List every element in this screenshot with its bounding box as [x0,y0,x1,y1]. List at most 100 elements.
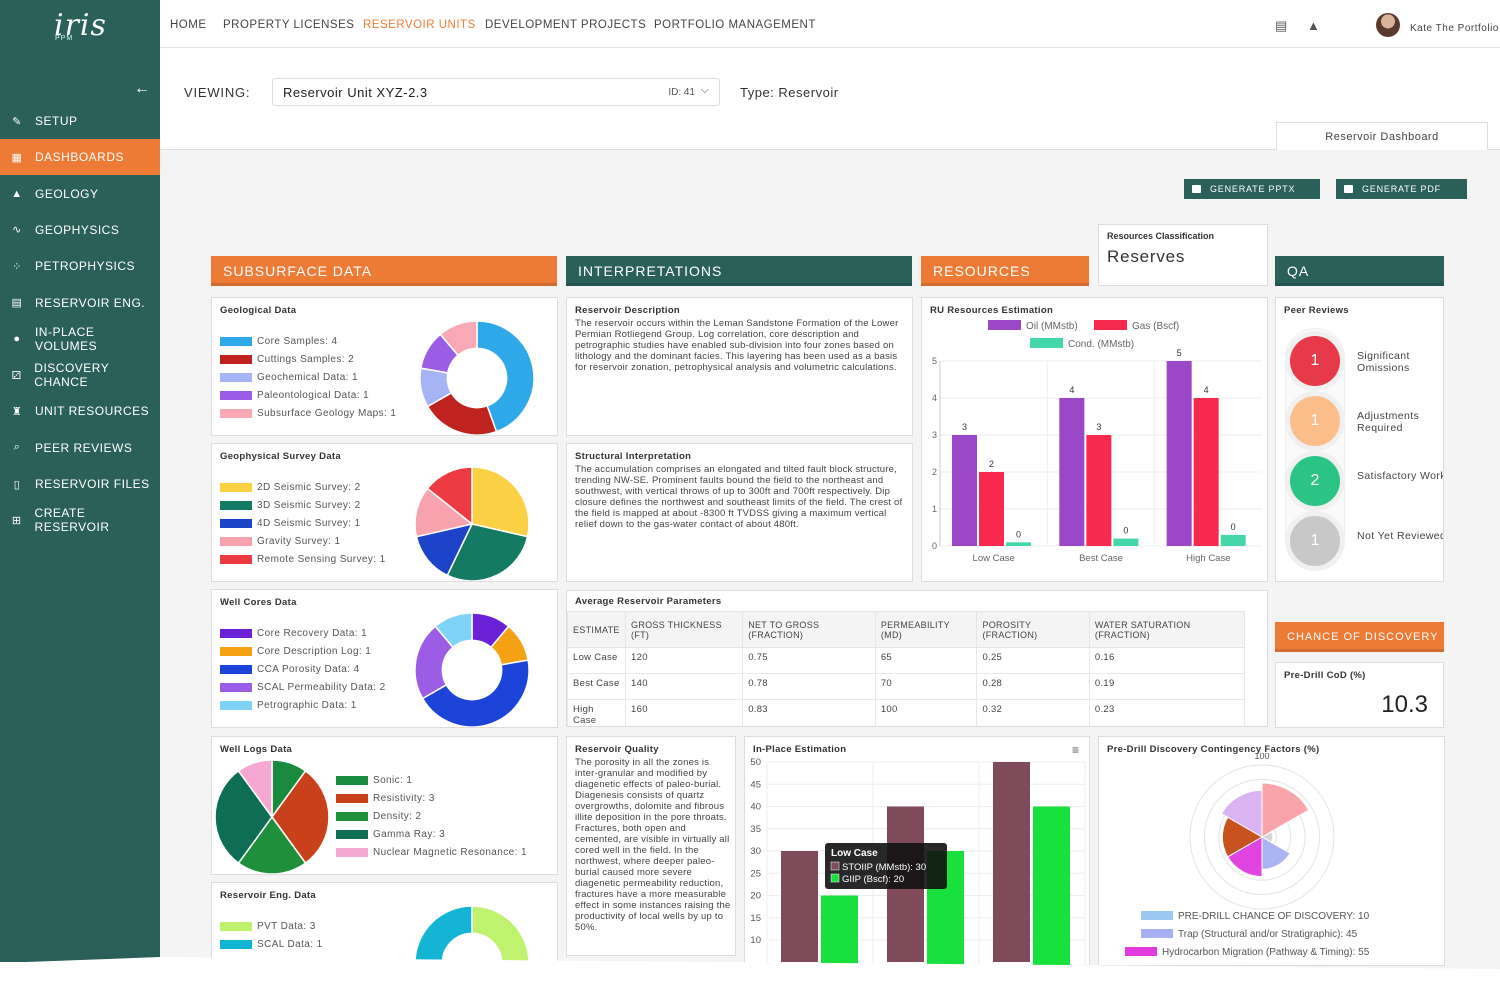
legend-item[interactable]: SCAL Data: 1 [220,935,323,953]
legend-item[interactable]: Resistivity: 3 [336,789,527,807]
legend-label[interactable]: Gas (Bscf) [1132,321,1179,332]
chart-menu-icon[interactable]: ≡ [1071,743,1079,757]
topnav-home[interactable]: HOME [170,19,207,31]
polar-slice[interactable] [1261,782,1310,838]
legend-item[interactable]: Density: 2 [336,807,527,825]
sidebar-item-reservoir-files[interactable]: ▯ RESERVOIR FILES [0,466,160,502]
bar[interactable] [993,762,1030,962]
peer-review-status[interactable]: 1 [1290,396,1340,446]
polar-slice[interactable] [1220,789,1263,838]
legend-swatch[interactable] [1094,320,1127,330]
arp-header[interactable]: PERMEABILITY (MD) [874,611,978,648]
bar[interactable] [1166,361,1192,546]
topnav-portfolio-management[interactable]: PORTFOLIO MANAGEMENT [654,19,816,31]
arp-header[interactable]: POROSITY (FRACTION) [976,611,1090,648]
legend-label[interactable]: Hydrocarbon Migration (Pathway & Timing)… [1162,947,1370,958]
bell-icon[interactable]: ▲ [1307,18,1320,33]
legend-item[interactable]: Geochemical Data: 1 [220,368,396,386]
arp-header[interactable]: ESTIMATE [567,611,627,648]
bar[interactable] [1193,398,1219,546]
legend-label[interactable]: Trap (Structural and/or Stratigraphic): … [1178,929,1358,940]
legend-item[interactable]: 2D Seismic Survey: 2 [220,478,386,496]
bar[interactable] [1033,806,1070,967]
sidebar-item-reservoir-eng[interactable]: ▤ RESERVOIR ENG. [0,285,160,321]
pie-slice[interactable] [471,466,530,538]
collapse-sidebar-icon[interactable]: ← [134,80,150,97]
arp-header[interactable]: GROSS THICKNESS (FT) [625,611,744,648]
legend-item[interactable]: CCA Porosity Data: 4 [220,660,386,678]
topnav-property-licenses[interactable]: PROPERTY LICENSES [223,19,355,31]
legend-item[interactable]: 3D Seismic Survey: 2 [220,496,386,514]
bar[interactable] [821,895,858,967]
legend-label[interactable]: Oil (MMstb) [1026,321,1078,332]
sidebar-item-petrophysics[interactable]: ⁘ PETROPHYSICS [0,248,160,284]
pie-slice[interactable] [271,769,330,865]
sidebar-item-discovery-chance[interactable]: ⚂ DISCOVERY CHANCE [0,357,160,393]
legend-item[interactable]: SCAL Permeability Data: 2 [220,678,386,696]
legend-item[interactable]: Remote Sensing Survey: 1 [220,550,386,568]
pie-slice[interactable] [414,905,473,964]
avatar[interactable] [1376,13,1400,37]
sidebar-item-in-place-volumes[interactable]: ● IN-PLACE VOLUMES [0,321,160,357]
pie-slice[interactable] [434,612,473,649]
sidebar-item-peer-reviews[interactable]: ⌕ PEER REVIEWS [0,430,160,466]
bar[interactable] [781,851,818,962]
pie-slice[interactable] [415,522,474,577]
pie-slice[interactable] [214,769,273,865]
peer-review-status[interactable]: 2 [1290,456,1340,506]
legend-item[interactable]: Cuttings Samples: 2 [220,350,396,368]
legend-item[interactable]: Subsurface Geology Maps: 1 [220,404,396,422]
legend-item[interactable]: Nuclear Magnetic Resonance: 1 [336,843,527,861]
legend-item[interactable]: Paleontological Data: 1 [220,386,396,404]
legend-item[interactable]: Petrographic Data: 1 [220,696,386,714]
sidebar-item-create-reservoir[interactable]: ⊞ CREATE RESERVOIR [0,502,160,538]
bar[interactable] [979,472,1004,546]
sidebar-item-geophysics[interactable]: ∿ GEOPHYSICS [0,212,160,248]
tab-reservoir-dashboard[interactable]: Reservoir Dashboard [1276,122,1488,150]
app-logo[interactable]: iris [54,8,107,43]
pie-slice[interactable] [414,487,474,538]
pie-slice[interactable] [237,815,307,874]
sidebar-item-geology[interactable]: ▲ GEOLOGY [0,176,160,212]
pie-slice[interactable] [426,466,473,526]
legend-item[interactable]: Core Description Log: 1 [220,642,386,660]
legend-swatch[interactable] [1141,929,1173,938]
legend-item[interactable]: Core Recovery Data: 1 [220,624,386,642]
pie-slice[interactable] [446,523,529,581]
bar[interactable] [1006,542,1031,546]
pie-slice[interactable] [237,759,273,820]
bar[interactable] [1113,538,1139,546]
legend-item[interactable]: Sonic: 1 [336,771,527,789]
legend-swatch[interactable] [1125,947,1157,956]
bar[interactable] [1086,435,1112,546]
bar[interactable] [1220,534,1246,546]
legend-item[interactable]: Gamma Ray: 3 [336,825,527,843]
generate-pdf-button[interactable]: GENERATE PDF [1336,179,1467,199]
pie-slice[interactable] [439,320,478,357]
sidebar-item-setup[interactable]: ✎ SETUP [0,103,160,139]
sidebar-item-dashboards[interactable]: ▦ DASHBOARDS [0,139,160,176]
topnav-reservoir-units[interactable]: RESERVOIR UNITS [363,19,476,31]
legend-item[interactable]: Gravity Survey: 1 [220,532,386,550]
legend-item[interactable]: 4D Seismic Survey: 1 [220,514,386,532]
chat-icon[interactable]: ▤ [1275,18,1288,33]
legend-label[interactable]: PRE-DRILL CHANCE OF DISCOVERY: 10 [1178,911,1370,922]
generate-pptx-button[interactable]: GENERATE PPTX [1184,179,1320,199]
pie-slice[interactable] [421,659,530,727]
legend-swatch[interactable] [1030,338,1063,348]
legend-item[interactable]: PVT Data: 3 [220,917,323,935]
topnav-development-projects[interactable]: DEVELOPMENT PROJECTS [485,19,647,31]
arp-header[interactable]: NET TO GROSS (FRACTION) [742,611,876,648]
legend-item[interactable]: Core Samples: 4 [220,332,396,350]
reservoir-select[interactable]: Reservoir Unit XYZ-2.3 ID: 41 ⌵ [272,78,720,106]
legend-swatch[interactable] [1141,911,1173,920]
pie-slice[interactable] [476,320,535,433]
arp-header[interactable]: WATER SATURATION (FRACTION) [1088,611,1246,648]
bar[interactable] [952,435,977,546]
legend-label[interactable]: Cond. (MMstb) [1068,339,1134,350]
legend-swatch[interactable] [988,320,1021,330]
user-name[interactable]: Kate The Portfolio [1410,23,1499,34]
bar[interactable] [1059,398,1085,546]
sidebar-item-unit-resources[interactable]: ♜ UNIT RESOURCES [0,393,160,429]
peer-review-status[interactable]: 1 [1290,516,1340,566]
